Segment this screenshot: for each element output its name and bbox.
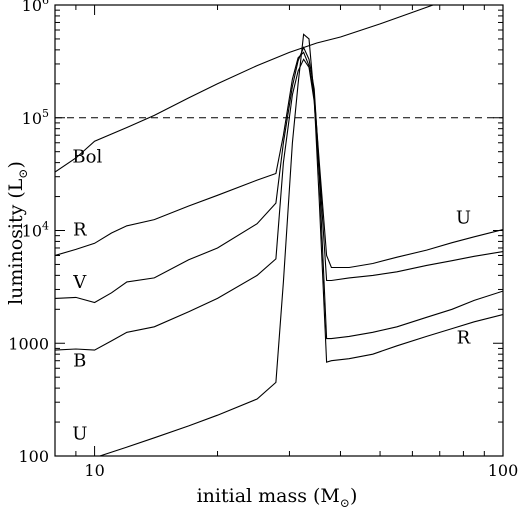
plot-area: 10 100 100 1000 104 105 106 Bol R V B U U R xyxy=(8,0,518,480)
series-line-r xyxy=(55,51,503,269)
curve-label-bol: Bol xyxy=(72,147,102,168)
series-line-u xyxy=(99,33,503,456)
x-tick-label: 10 xyxy=(84,461,104,480)
curve-label-r: R xyxy=(457,327,471,348)
y-tick-label: 1000 xyxy=(8,334,49,353)
y-tick-label: 106 xyxy=(22,0,49,15)
curve-label-u: U xyxy=(456,208,471,229)
series-line-b xyxy=(55,58,503,351)
curve-label-u: U xyxy=(72,424,87,445)
x-axis-title: initial mass (M⊙) xyxy=(197,485,358,510)
x-tick-label: 100 xyxy=(488,461,519,480)
plot-frame xyxy=(54,4,504,457)
y-axis-title: luminosity (L⊙) xyxy=(5,161,30,305)
series-line-v xyxy=(55,46,503,304)
curve-label-r: R xyxy=(73,220,87,241)
curve-label-v: V xyxy=(72,272,87,293)
series-line-bol xyxy=(55,5,435,173)
y-tick-label: 104 xyxy=(22,220,49,241)
curve-label-b: B xyxy=(73,351,86,372)
y-tick-label: 100 xyxy=(18,447,49,466)
y-tick-label: 105 xyxy=(22,107,49,128)
